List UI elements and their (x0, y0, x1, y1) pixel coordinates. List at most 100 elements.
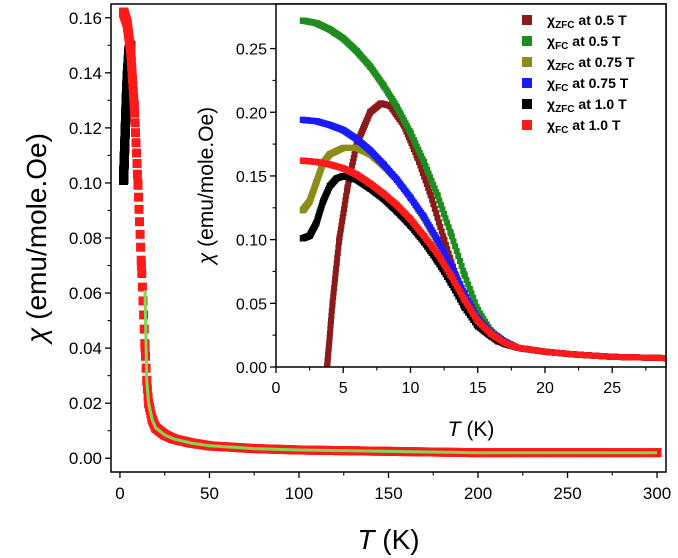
inset-data-point (330, 289, 337, 296)
inset-data-point (334, 249, 341, 256)
legend-swatch (522, 36, 532, 46)
inset-data-point (439, 206, 446, 213)
inset-data-point (329, 300, 336, 307)
main-y-tick-label: 0.12 (69, 119, 102, 138)
main-x-tick-label: 50 (200, 484, 219, 503)
inset-data-point (394, 202, 400, 209)
inset-data-point (441, 210, 447, 217)
inset-data-point (344, 185, 351, 192)
inset-data-point (458, 262, 465, 269)
inset-data-point (431, 205, 438, 212)
inset-data-point (326, 334, 333, 341)
main-x-axis-title-symbol: T (357, 524, 376, 555)
inset-data-point (434, 258, 441, 265)
inset-data-point (394, 176, 400, 183)
inset-data-point (332, 275, 339, 282)
inset-data-point (447, 272, 454, 279)
main-data-point (129, 101, 139, 111)
inset-data-point (299, 207, 306, 214)
legend-label: χZFC at 0.5 T (547, 12, 627, 31)
inset-data-point (461, 296, 468, 303)
inset-x-tick-label: 10 (402, 380, 420, 397)
inset-series-5 (299, 157, 666, 362)
inset-data-point (609, 353, 616, 360)
inset-data-point (427, 192, 434, 199)
legend-label-text: at 0.75 T (568, 75, 628, 91)
inset-data-point (328, 317, 334, 324)
main-x-tick-label: 200 (464, 484, 492, 503)
legend-label-text: at 1.0 T (575, 96, 628, 112)
inset-data-point (313, 179, 320, 186)
legend-label-subscript: ZFC (555, 20, 574, 31)
main-data-point (135, 229, 145, 239)
inset-data-point (542, 348, 548, 355)
inset-y-axis-title: χ (emu/mole.Oe) (195, 107, 218, 266)
inset-x-tick-label: 15 (469, 380, 487, 397)
inset-data-point (474, 318, 481, 325)
inset-y-axis-title-unit: (emu/mole.Oe) (195, 107, 218, 253)
legend-label-symbol: χ (547, 75, 555, 91)
inset-data-point (445, 224, 452, 231)
inset-data-point (341, 206, 348, 212)
main-y-tick-label: 0.08 (69, 229, 102, 248)
inset-data-point (345, 180, 352, 187)
inset-data-point (425, 184, 432, 191)
inset-data-point (325, 345, 332, 352)
legend-label-subscript: FC (555, 41, 568, 52)
main-data-point (139, 324, 149, 334)
inset-data-point (380, 190, 387, 197)
legend-label: χFC at 1.0 T (547, 117, 621, 136)
inset-data-point (461, 271, 468, 277)
inset-data-point (327, 326, 334, 333)
inset-series-group (299, 17, 666, 367)
inset-data-point (474, 306, 481, 313)
legend-label: χFC at 0.5 T (547, 33, 621, 52)
inset-data-point (407, 216, 414, 223)
inset-data-point (488, 330, 495, 337)
legend-label-text: at 1.0 T (568, 117, 621, 133)
main-data-point (139, 310, 149, 320)
main-y-tick-label: 0.10 (69, 174, 102, 193)
inset-data-point (465, 281, 472, 288)
main-fit-line (143, 290, 657, 455)
inset-data-point (407, 222, 414, 229)
inset-data-point (380, 161, 387, 168)
inset-data-point (515, 344, 522, 351)
inset-data-point (325, 342, 332, 349)
legend-label: χFC at 0.75 T (547, 75, 629, 94)
inset-data-point (340, 127, 347, 134)
inset-data-point (326, 26, 333, 33)
inset-data-point (326, 161, 333, 168)
main-data-point (135, 217, 144, 227)
inset-data-point (353, 48, 360, 55)
inset-data-point (568, 351, 575, 358)
inset-x-axis-title-unit: (K) (461, 418, 495, 441)
main-data-point (136, 242, 146, 252)
main-data-point (136, 255, 146, 265)
main-data-point (119, 7, 128, 17)
inset-data-point (440, 233, 447, 240)
inset-data-point (419, 169, 426, 176)
legend-item: χFC at 0.75 T (522, 75, 629, 94)
inset-data-point (343, 192, 350, 199)
inset-data-point (340, 210, 347, 217)
inset-data-point (434, 236, 441, 243)
inset-data-point (420, 239, 427, 246)
inset-data-point (342, 197, 349, 204)
inset-data-point (457, 281, 463, 288)
inset-x-tick-label: 5 (339, 380, 348, 397)
inset-data-point (299, 17, 306, 24)
inset-data-point (353, 144, 360, 151)
inset-data-point (306, 198, 313, 205)
inset-data-point (452, 243, 459, 250)
inset-data-point (299, 157, 306, 164)
main-x-axis-title: T (K) (357, 524, 419, 555)
main-data-point (133, 178, 143, 188)
main-y-tick-label: 0.16 (69, 9, 102, 28)
inset-data-point (416, 149, 423, 156)
main-data-point (134, 204, 144, 214)
inset-data-point (434, 192, 441, 199)
legend-label-subscript: ZFC (555, 104, 574, 115)
inset-data-point (333, 265, 340, 272)
